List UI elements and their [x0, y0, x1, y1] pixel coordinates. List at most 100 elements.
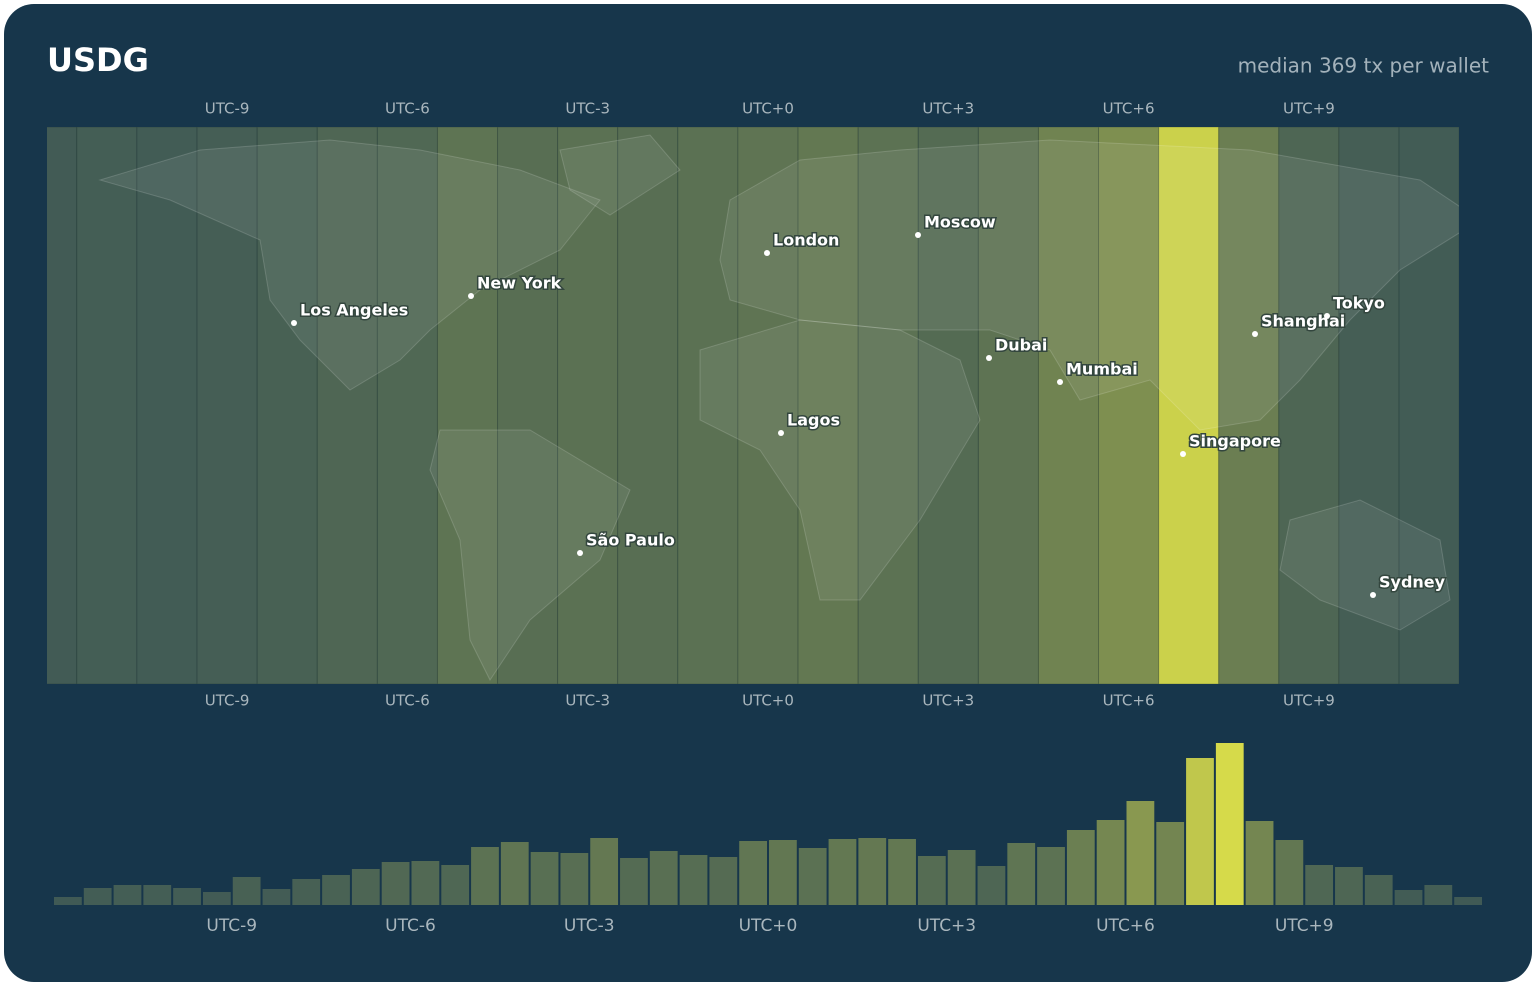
eurasia	[719, 139, 1459, 431]
bar	[173, 888, 201, 905]
timezone-stripe	[256, 127, 318, 684]
map-top-tick-label: UTC+3	[922, 100, 974, 118]
city-dot	[1370, 592, 1376, 598]
bar	[709, 857, 738, 905]
bar	[292, 879, 321, 905]
bar	[798, 848, 827, 905]
x-tick-label: UTC-3	[564, 916, 615, 936]
timezone-stripe	[1037, 127, 1100, 684]
map-bottom-tick-label: UTC-6	[385, 692, 430, 710]
timezone-stripe	[1338, 127, 1400, 684]
bar	[917, 856, 946, 905]
city-label: São Paulo	[586, 531, 675, 550]
x-tick-label: UTC-9	[206, 916, 257, 936]
city-label: Mumbai	[1066, 360, 1138, 379]
bar	[351, 869, 380, 905]
bar	[590, 838, 619, 905]
bar	[977, 866, 1006, 905]
bar	[620, 858, 648, 905]
bar	[232, 877, 261, 905]
timezone-stripe	[376, 127, 438, 684]
timezone-stripe	[797, 127, 859, 684]
timezone-stripe	[1278, 127, 1340, 684]
bar	[143, 885, 172, 905]
city-label: Los Angeles	[300, 301, 408, 320]
city-label: Shanghai	[1261, 312, 1345, 331]
bar	[1424, 885, 1453, 905]
map-top-tick-label: UTC+9	[1283, 100, 1335, 118]
bar	[1245, 821, 1274, 905]
cities: Los Angeles New York London Moscow Dubai Mumb…	[291, 211, 1447, 598]
city-label: Tokyo	[1333, 294, 1385, 313]
bar	[471, 847, 499, 905]
city-dot	[291, 320, 297, 326]
bar	[530, 852, 559, 905]
bar	[858, 838, 887, 905]
city-dot	[778, 430, 784, 436]
city-label: Lagos	[787, 411, 840, 430]
city-label: Moscow	[924, 213, 996, 232]
city-label: New York	[477, 274, 562, 293]
bar	[1096, 820, 1125, 905]
bar	[1454, 897, 1482, 905]
timezone-stripe	[677, 127, 739, 684]
timezone-stripe	[617, 127, 679, 684]
map-top-tick-label: UTC+0	[742, 100, 794, 118]
bar	[1126, 801, 1155, 905]
city-label: Dubai	[995, 336, 1047, 355]
city-label: London	[773, 231, 839, 250]
bar	[1275, 840, 1304, 905]
map-bottom-tick-label: UTC-3	[565, 692, 610, 710]
city-label: Singapore	[1189, 432, 1281, 451]
histogram	[54, 743, 1482, 905]
timezone-stripe	[47, 127, 78, 684]
bar	[1394, 890, 1423, 905]
map-top-tick-label: UTC-6	[385, 100, 430, 118]
bar	[888, 839, 916, 905]
x-tick-label: UTC+9	[1275, 916, 1334, 936]
bar	[381, 862, 410, 905]
bar	[560, 853, 589, 905]
bar	[828, 839, 857, 905]
x-tick-label: UTC+3	[917, 916, 976, 936]
axes: UTC-9 UTC-9 UTC-9 UTC-6 UTC-6 UTC-6 UTC-3 UTC-3…	[205, 100, 1335, 937]
x-tick-label: UTC-6	[385, 916, 436, 936]
greenland	[559, 134, 681, 216]
subtitle: median 369 tx per wallet	[1238, 54, 1490, 78]
bar	[1037, 847, 1065, 905]
x-tick-label: UTC+0	[739, 916, 798, 936]
city-dot	[915, 232, 921, 238]
north-america	[98, 139, 601, 391]
map-bottom-tick-label: UTC+0	[742, 692, 794, 710]
timezone-stripe	[977, 127, 1039, 684]
map-top-tick-label: UTC+6	[1103, 100, 1155, 118]
city-dot	[1180, 451, 1186, 457]
bar	[1215, 743, 1244, 905]
bar	[649, 851, 678, 905]
bar	[1007, 843, 1036, 905]
map-top-tick-label: UTC-3	[565, 100, 610, 118]
city-dot	[1324, 313, 1330, 319]
map-bottom-tick-label: UTC-9	[205, 692, 250, 710]
city-dot	[986, 355, 992, 361]
timezone-stripe	[737, 127, 799, 684]
bar	[1186, 758, 1214, 905]
city-dot	[1252, 331, 1258, 337]
city-dot	[764, 250, 770, 256]
bar	[411, 861, 440, 905]
x-tick-label: UTC+6	[1096, 916, 1155, 936]
timezone-stripe	[497, 127, 559, 684]
bar	[1335, 867, 1363, 905]
timezone-stripe	[1098, 127, 1160, 684]
africa	[699, 319, 981, 601]
bar	[202, 892, 231, 905]
bar	[769, 840, 797, 905]
timezone-stripe	[917, 127, 979, 684]
city-dot	[1057, 379, 1063, 385]
bar	[113, 885, 142, 905]
australia	[1279, 499, 1451, 631]
timezone-stripe	[1218, 127, 1280, 684]
timezone-stripe	[196, 127, 258, 684]
timezone-stripe	[1398, 127, 1459, 684]
